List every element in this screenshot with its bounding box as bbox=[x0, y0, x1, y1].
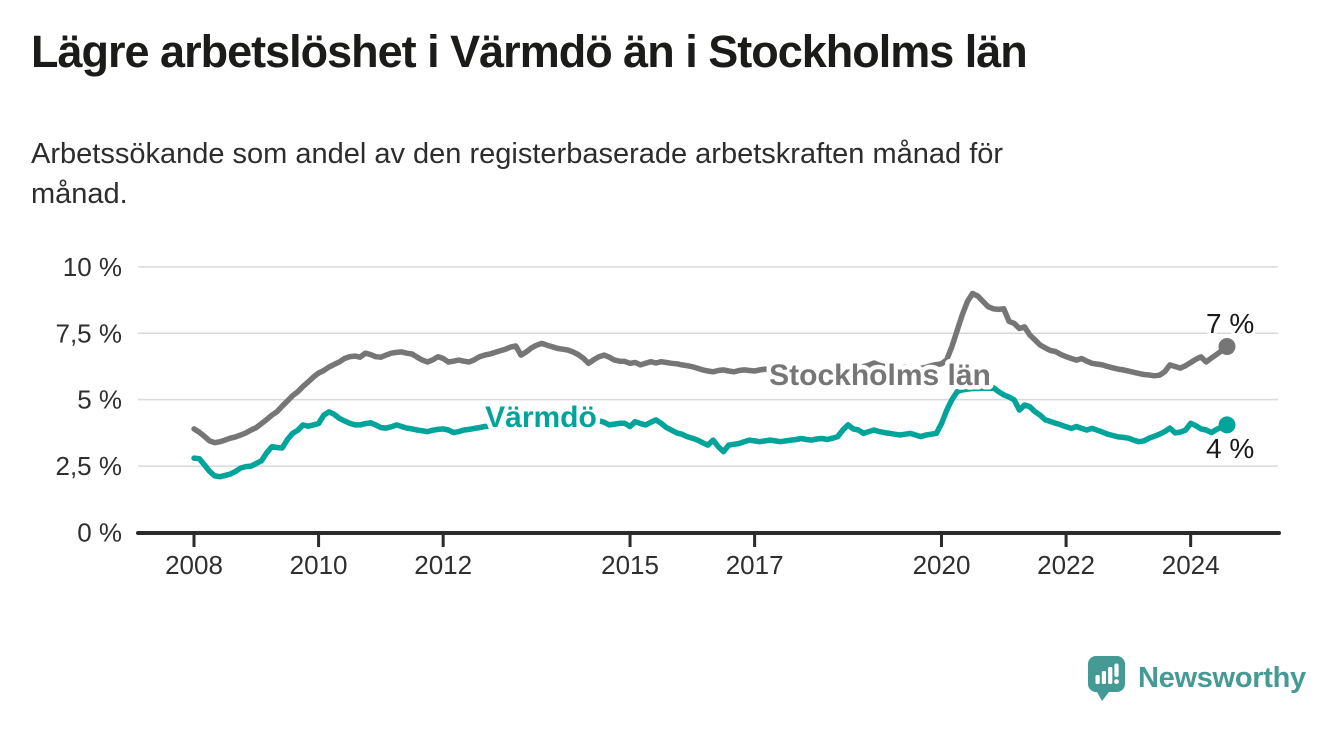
x-tick-label: 2022 bbox=[1037, 550, 1095, 580]
newsworthy-logo: Newsworthy bbox=[1088, 656, 1306, 701]
x-tick-label: 2020 bbox=[913, 550, 971, 580]
chart-subtitle: Arbetssökande som andel av den registerb… bbox=[31, 138, 1004, 211]
y-tick-label: 7,5 % bbox=[56, 318, 123, 348]
gridlines bbox=[138, 266, 1278, 467]
x-tick-label: 2012 bbox=[414, 550, 472, 580]
y-tick-label: 10 % bbox=[63, 252, 122, 282]
page-title: Lägre arbetslöshet i Värmdö än i Stockho… bbox=[31, 26, 1028, 77]
endpoint-dot-stockholms-lan bbox=[1218, 338, 1236, 356]
series-line-stockholms-lan bbox=[191, 290, 1230, 446]
y-axis-labels: 10 % 7,5 % 5 % 2,5 % 0 % bbox=[56, 252, 123, 548]
x-axis-labels: 2008 2010 2012 2015 2017 2020 2022 2024 bbox=[165, 550, 1220, 580]
series-label-stockholms-lan: Stockholms län bbox=[769, 359, 991, 392]
newsworthy-logo-text: Newsworthy bbox=[1138, 662, 1306, 694]
series-line-varmdo bbox=[191, 384, 1230, 480]
x-tick-label: 2017 bbox=[726, 550, 784, 580]
y-tick-label: 2,5 % bbox=[56, 451, 123, 481]
endpoint-dot-varmdo bbox=[1218, 416, 1236, 434]
x-tick-label: 2008 bbox=[165, 550, 223, 580]
y-tick-label: 5 % bbox=[77, 385, 122, 415]
newsworthy-logo-icon bbox=[1088, 656, 1125, 701]
x-tick-label: 2010 bbox=[290, 550, 348, 580]
y-tick-label: 0 % bbox=[77, 518, 122, 548]
x-tick-label: 2015 bbox=[601, 550, 659, 580]
end-value-label-varmdo: 4 % bbox=[1206, 433, 1254, 464]
series-label-varmdo: Värmdö bbox=[485, 401, 597, 434]
end-value-label-stockholms-lan: 7 % bbox=[1206, 308, 1254, 339]
x-tick-label: 2024 bbox=[1162, 550, 1220, 580]
x-axis-ticks bbox=[192, 535, 1193, 547]
